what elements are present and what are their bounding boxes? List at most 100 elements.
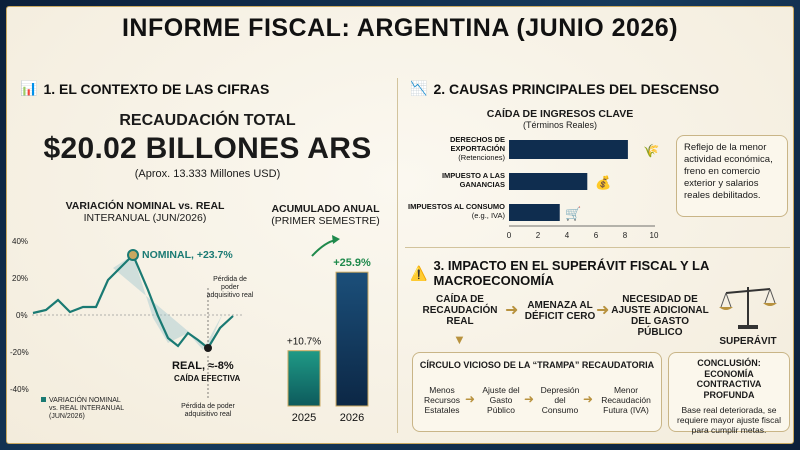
x-tick-6: 6 — [594, 231, 599, 240]
cycle1-line3: Estatales — [424, 405, 460, 415]
accumulated-bar-chart: +10.7% +25.9% 2025 2026 — [287, 235, 371, 424]
bar-2026-label: 2026 — [340, 412, 364, 424]
cycle4-line3: Futura (IVA) — [603, 405, 649, 415]
bar-2025 — [287, 350, 321, 407]
scale-label: SUPERÁVIT — [719, 336, 777, 347]
real-point — [204, 344, 212, 352]
cycle1-line2: Recursos — [424, 395, 460, 405]
cat2-line1: IMPUESTO A LAS — [442, 171, 505, 180]
cycle-title: CÍRCULO VICIOSO DE LA “TRAMPA” RECAUDATO… — [419, 360, 655, 370]
total-label: RECAUDACIÓN TOTAL — [119, 112, 296, 129]
x-tick-10: 10 — [650, 231, 659, 240]
cycle-step-2: Ajuste del Gasto Público — [476, 385, 526, 415]
flow3-line3: DEL GASTO PÚBLICO — [631, 316, 689, 338]
x-tick-0: 0 — [507, 231, 512, 240]
flow-step-2: AMENAZA AL DÉFICIT CERO — [520, 300, 600, 322]
flow3-line2: AJUSTE ADICIONAL — [611, 305, 709, 316]
causes-chart-title: CAÍDA DE INGRESOS CLAVE — [486, 108, 634, 120]
legend-line-2: vs. REAL INTERANUAL — [49, 405, 124, 412]
annotation-lower-2: adquisitivo real — [185, 411, 232, 418]
chart-down-icon: 📉 — [410, 80, 428, 96]
x-tick-8: 8 — [623, 231, 628, 240]
note-line-5: reales debilitados. — [684, 190, 761, 201]
cycle4-line2: Recaudación — [601, 395, 651, 405]
loss-area — [113, 255, 223, 350]
y-tick-20: 20% — [12, 274, 28, 283]
growth-arrowhead — [332, 235, 340, 244]
conclusion-title-1: CONCLUSIÓN: ECONOMÍA — [697, 358, 761, 379]
flow-arrow-2: ➜ — [596, 302, 610, 319]
bar-consumption-tax — [509, 204, 560, 221]
legend-line-1: VARIACIÓN NOMINAL — [49, 395, 121, 404]
cycle4-line1: Menor — [613, 385, 639, 395]
cycle2-line3: Público — [487, 405, 515, 415]
y-tick-neg20: -20% — [10, 348, 29, 357]
cycle-arrow-3: ➜ — [583, 392, 594, 406]
causes-chart-subtitle: (Términos Reales) — [522, 120, 598, 130]
shopping-cart-icon: 🛒 — [565, 206, 581, 221]
note-line-2: actividad económica, — [684, 154, 773, 165]
line-chart-title-1: VARIACIÓN NOMINAL vs. REAL — [65, 200, 225, 212]
bar-2025-value: +10.7% — [287, 337, 321, 348]
cycle2-line2: Gasto — [489, 395, 513, 405]
cat1-line2: EXPORTACIÓN — [451, 144, 505, 153]
cat3-line2: (e.g., IVA) — [472, 211, 506, 220]
legend-swatch — [41, 397, 46, 402]
cycle3-line2: del — [554, 395, 566, 405]
cycle-step-1: Menos Recursos Estatales — [416, 385, 468, 415]
bar-2026-value: +25.9% — [333, 257, 371, 269]
cycle3-line1: Depresión — [540, 385, 580, 395]
bar-chart-title: ACUMULADO ANUAL (PRIMER SEMESTRE) — [268, 203, 383, 227]
report-paper — [6, 6, 794, 444]
nominal-label: NOMINAL, +23.7% — [142, 249, 233, 261]
bar-2025-label: 2025 — [292, 412, 316, 424]
flow1-line2: RECAUDACIÓN — [422, 305, 498, 316]
cycle1-line1: Menos — [429, 385, 455, 395]
note-line-1: Reflejo de la menor — [684, 142, 767, 153]
real-label: REAL, ≈-8% — [172, 360, 234, 372]
annotation-upper-1: Pérdida de — [213, 276, 247, 283]
note-line-3: freno en comercio — [684, 166, 761, 177]
nominal-point — [127, 249, 139, 261]
y-tick-0: 0% — [16, 311, 28, 320]
y-tick-neg40: -40% — [10, 385, 29, 394]
cat1-line1: DERECHOS DE — [450, 135, 505, 144]
flow2-line2: DÉFICIT CERO — [524, 311, 596, 322]
nominal-line — [32, 253, 234, 350]
conclusion-body-2: requiere mayor ajuste fiscal — [677, 415, 781, 425]
section1-heading: 📊 1. EL CONTEXTO DE LAS CIFRAS — [20, 80, 269, 97]
conclusion-body: Base real deteriorada, se requiere mayor… — [673, 405, 785, 435]
cat3-line1: IMPUESTOS AL CONSUMO — [408, 202, 505, 211]
cycle-arrow-2: ➜ — [524, 392, 535, 406]
annotation-upper-3: adquisitivo real — [207, 292, 254, 299]
conclusion-title: CONCLUSIÓN: ECONOMÍA CONTRACTIVA PROFUND… — [673, 358, 785, 400]
section2-heading-text: 2. CAUSAS PRINCIPALES DEL DESCENSO — [433, 80, 720, 97]
money-bag-icon: 💰 — [595, 175, 611, 191]
annotation-upper-2: poder — [221, 284, 240, 291]
conclusion-body-1: Base real deteriorada, se — [681, 405, 777, 415]
cycle3-line3: Consumo — [541, 405, 579, 415]
section2-heading: 📉 2. CAUSAS PRINCIPALES DEL DESCENSO — [410, 80, 719, 97]
section3-heading-text: 3. IMPACTO EN EL SUPERÁVIT FISCAL Y LA M… — [433, 258, 709, 288]
cat1-line3: (Retenciones) — [458, 153, 505, 162]
flow2-line1: AMENAZA AL — [527, 300, 593, 311]
conclusion-body-3: para cumplir metas. — [691, 425, 767, 435]
bar-chart-icon: 📊 — [20, 80, 38, 96]
conclusion-box: CONCLUSIÓN: ECONOMÍA CONTRACTIVA PROFUND… — [668, 352, 790, 435]
vicious-cycle-box — [412, 352, 662, 432]
cycle-step-4: Menor Recaudación Futura (IVA) — [594, 385, 658, 415]
flow-step-1: CAÍDA DE RECAUDACIÓN REAL — [415, 294, 505, 327]
cat2-line2: GANANCIAS — [460, 180, 505, 189]
real-sublabel: CAÍDA EFECTIVA — [174, 374, 240, 383]
flow-step-3: NECESIDAD DE AJUSTE ADICIONAL DEL GASTO … — [608, 294, 712, 338]
balance-scale-icon — [719, 287, 777, 329]
section1-heading-text: 1. EL CONTEXTO DE LAS CIFRAS — [43, 80, 270, 97]
total-value: $20.02 BILLONES ARS — [43, 132, 372, 165]
growth-arrow — [311, 239, 337, 257]
legend-line-3: (JUN/2026) — [49, 413, 85, 420]
wheat-icon: 🌾 — [643, 143, 659, 158]
conclusion-title-2: CONTRACTIVA PROFUNDA — [696, 379, 762, 400]
flow1-line1: CAÍDA DE — [436, 294, 484, 305]
cycle-arrow-1: ➜ — [465, 392, 476, 406]
x-tick-2: 2 — [536, 231, 541, 240]
